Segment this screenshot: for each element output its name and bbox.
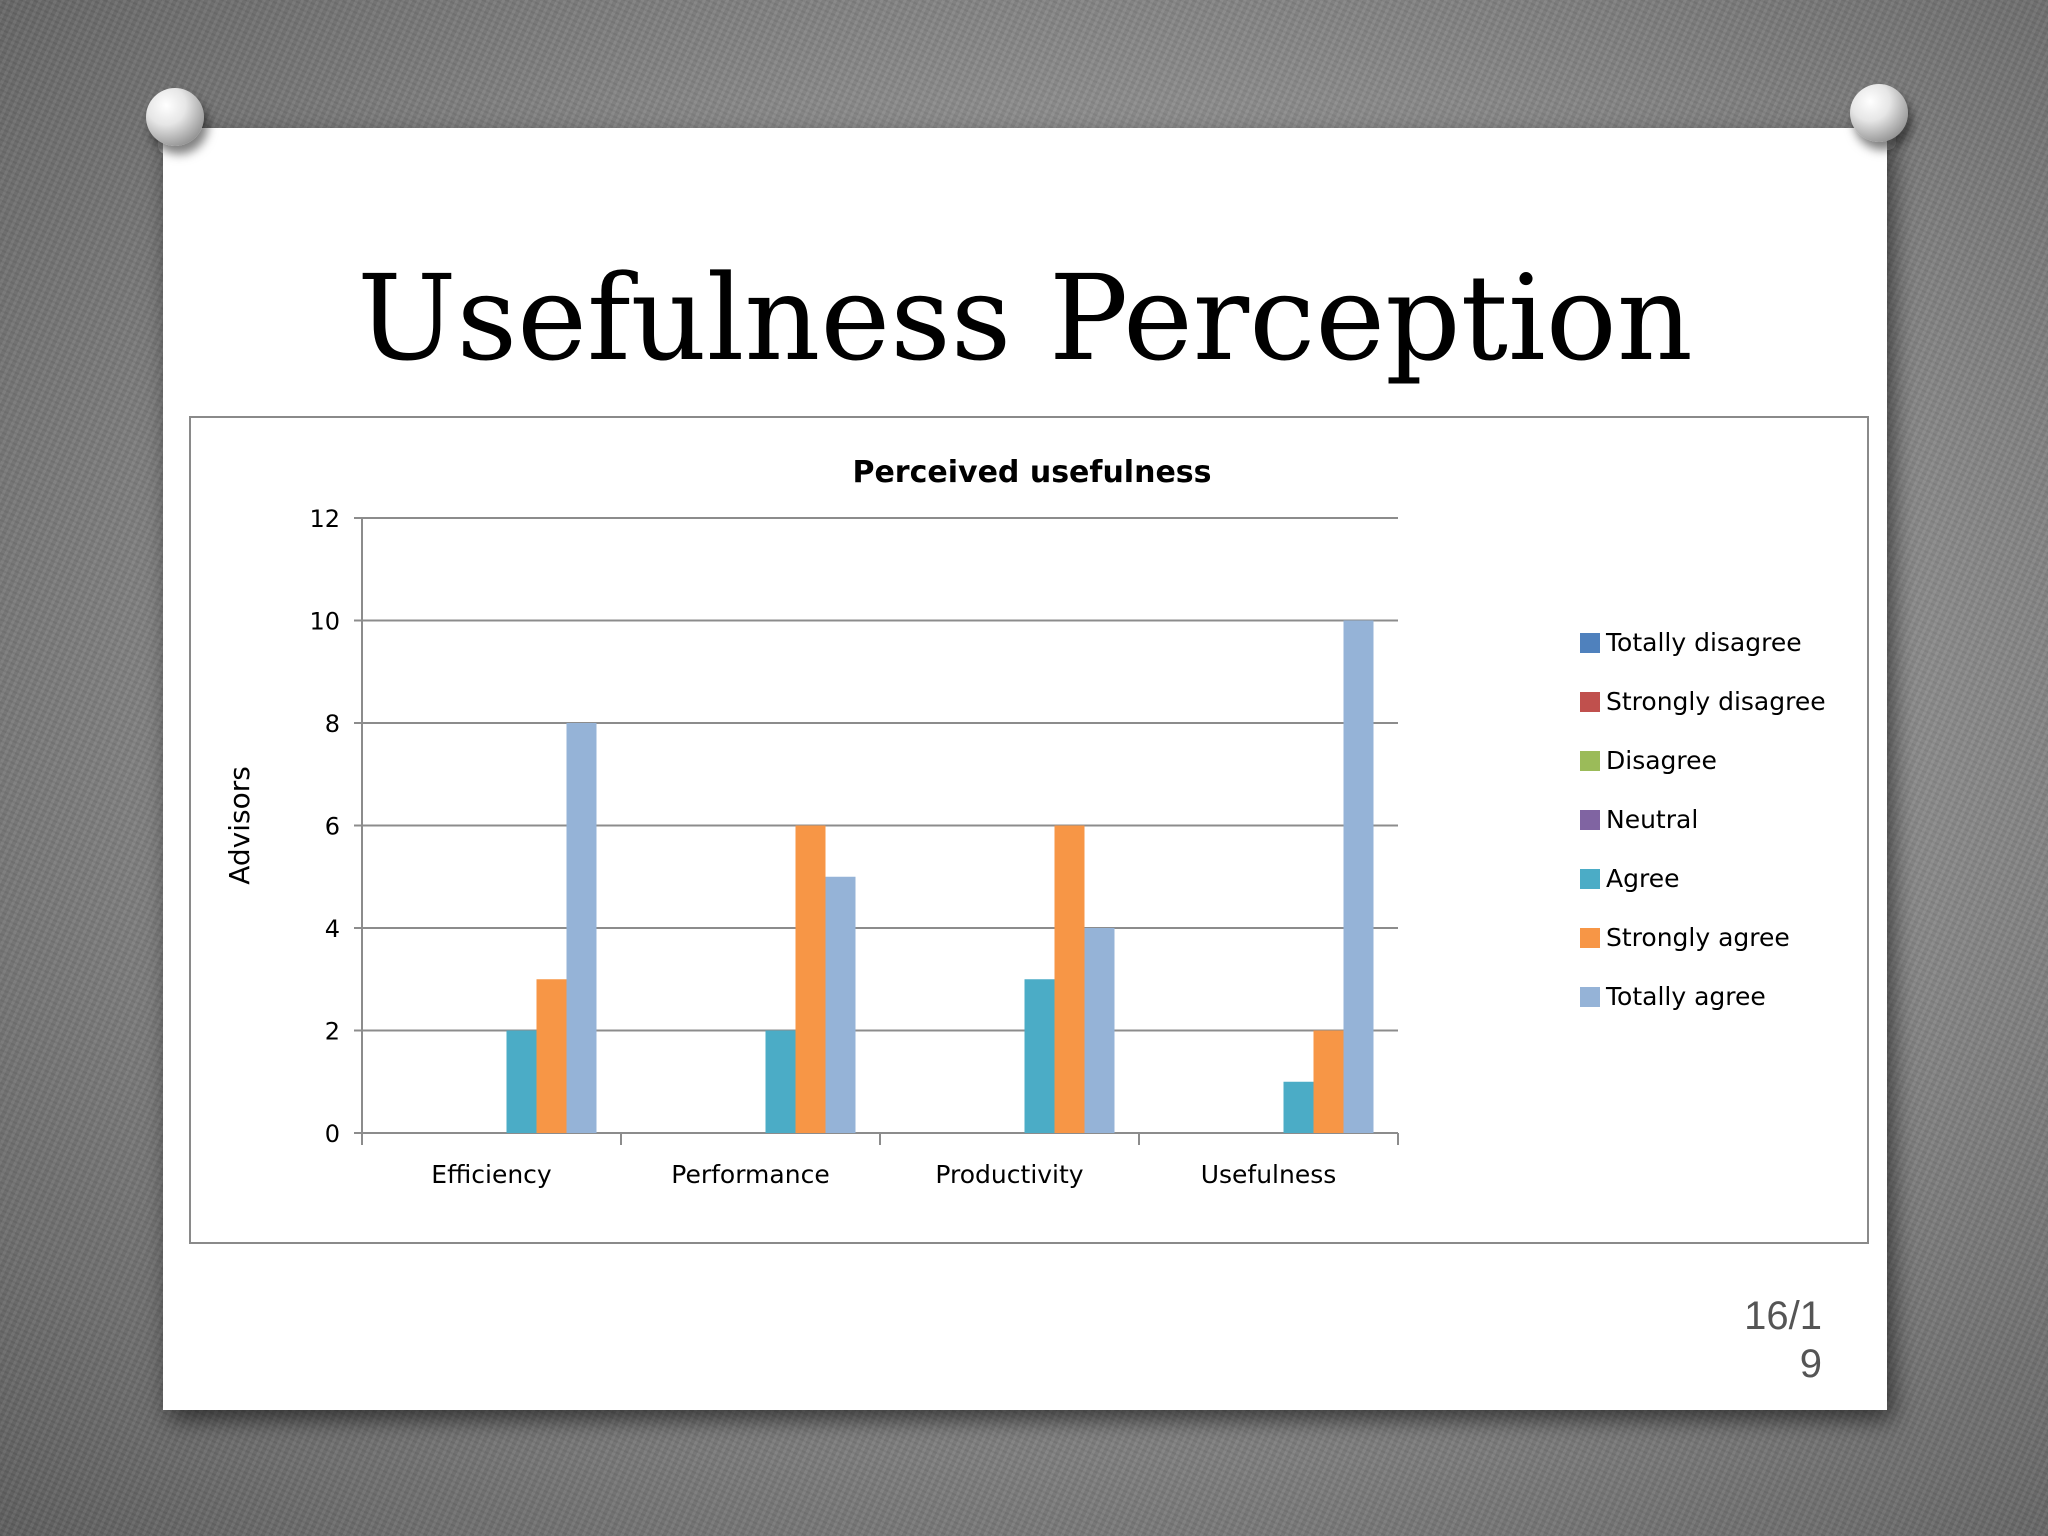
y-tick-label: 10 [309, 608, 340, 636]
chart-title: Perceived usefulness [852, 455, 1211, 490]
bar [795, 825, 826, 1133]
chart-frame: Perceived usefulness 0 2 4 6 8 10 12 Advisors Eff… [189, 416, 1869, 1244]
legend-swatch [1580, 987, 1600, 1007]
x-tick-label: Performance [671, 1160, 829, 1189]
bar [1024, 979, 1055, 1133]
legend-swatch [1580, 928, 1600, 948]
legend-label: Neutral [1606, 805, 1698, 834]
x-tick-label: Usefulness [1201, 1160, 1337, 1189]
bar [566, 723, 597, 1133]
bar [1283, 1081, 1314, 1133]
y-tick-label: 2 [325, 1018, 340, 1046]
y-tick-label: 8 [325, 710, 340, 738]
bar [1084, 928, 1115, 1133]
pushpin-left-icon [146, 88, 204, 154]
legend-label: Totally disagree [1605, 628, 1802, 657]
legend-swatch [1580, 810, 1600, 830]
page-number-line-2: 9 [1799, 1342, 1822, 1386]
y-tick-label: 12 [309, 505, 340, 533]
page-number-line-1: 16/1 [1744, 1294, 1822, 1338]
legend-label: Agree [1606, 864, 1679, 893]
x-tick-label: Efficiency [431, 1160, 552, 1189]
legend-swatch [1580, 692, 1600, 712]
page-number: 16/1 9 [1700, 1292, 1822, 1388]
bar [1343, 620, 1374, 1133]
legend-label: Totally agree [1605, 982, 1766, 1011]
pushpin-right-icon [1850, 84, 1908, 150]
y-tick-label: 0 [325, 1120, 340, 1148]
bar [506, 1030, 537, 1133]
y-tick-label: 6 [325, 813, 340, 841]
bar-chart: Perceived usefulness 0 2 4 6 8 10 12 Advisors Eff… [223, 455, 1826, 1189]
y-axis-label: Advisors [223, 766, 256, 885]
x-tick-label: Productivity [935, 1160, 1083, 1189]
bar [1313, 1030, 1344, 1133]
bar [1054, 825, 1085, 1133]
legend-swatch [1580, 751, 1600, 771]
bar [825, 876, 856, 1133]
y-tick-label: 4 [325, 915, 340, 943]
slide-title: Usefulness Perception [357, 249, 1693, 387]
legend-label: Disagree [1606, 746, 1717, 775]
bar [536, 979, 567, 1133]
legend-label: Strongly agree [1606, 923, 1790, 952]
legend-swatch [1580, 633, 1600, 653]
legend-label: Strongly disagree [1606, 687, 1826, 716]
legend-swatch [1580, 869, 1600, 889]
bar [765, 1030, 796, 1133]
